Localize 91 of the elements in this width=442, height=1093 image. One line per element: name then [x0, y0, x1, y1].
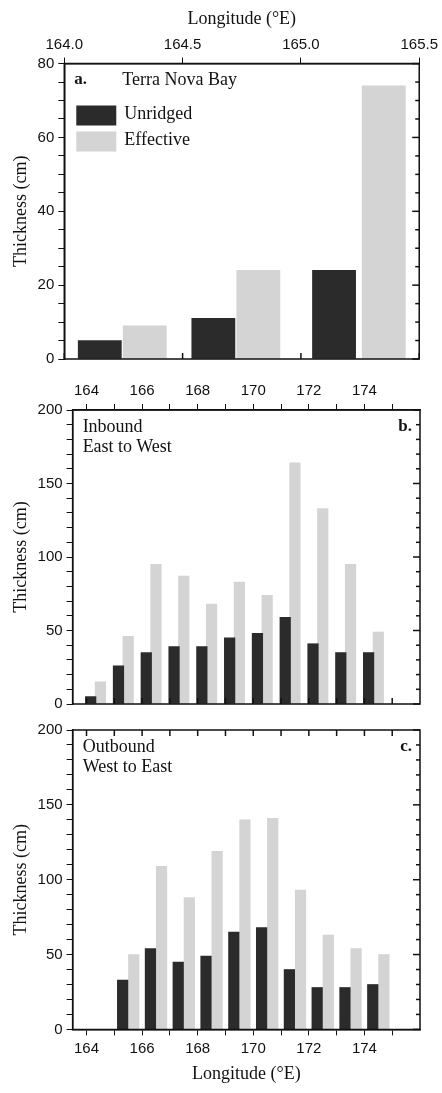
bar [312, 270, 356, 359]
y-tick-label: 20 [37, 275, 55, 293]
bar [335, 652, 347, 704]
bar [279, 616, 291, 704]
bar [350, 948, 362, 1030]
y-tick-label: 200 [37, 400, 63, 418]
x-tick-label: 164 [74, 1038, 100, 1056]
x-tick-label: 168 [185, 381, 211, 399]
x-tick-label: 174 [351, 381, 377, 399]
x-tick-label: 168 [185, 1038, 211, 1056]
y-tick-label: 150 [37, 473, 63, 491]
x-tick-label: 172 [296, 381, 322, 399]
bar [144, 948, 157, 1030]
x-tick-label: 170 [240, 1038, 266, 1056]
bar [140, 652, 152, 704]
bar [183, 897, 195, 1030]
x-tick-label: 174 [351, 1038, 377, 1056]
chart-title: Inbound [82, 415, 143, 436]
bar [322, 934, 334, 1030]
y-tick-label: 200 [37, 720, 63, 738]
bar [168, 646, 180, 704]
y-axis-title: Thickness (cm) [9, 155, 31, 268]
bar [267, 817, 279, 1030]
x-axis-title: Longitude (°E) [191, 1062, 301, 1084]
bar [77, 340, 122, 359]
chart-title: Terra Nova Bay [122, 69, 237, 90]
y-tick-label: 60 [37, 127, 55, 145]
x-tick-label: 164.5 [163, 34, 202, 52]
bar [122, 325, 167, 359]
bar [112, 665, 125, 704]
x-tick-label: 170 [240, 381, 266, 399]
bar [294, 889, 307, 1030]
bar [94, 681, 107, 704]
bar [155, 865, 168, 1030]
annotation: a. [74, 69, 88, 89]
y-tick-label: 80 [37, 53, 55, 71]
bar [239, 819, 251, 1030]
bar [172, 961, 184, 1030]
bar [205, 603, 218, 704]
y-tick-label: 0 [54, 694, 63, 712]
x-tick-label: 165.5 [400, 34, 439, 52]
bar [255, 927, 268, 1030]
text: East to West [82, 435, 172, 456]
bar [283, 969, 295, 1030]
y-tick-label: 0 [54, 1019, 63, 1037]
y-tick-label: 50 [45, 620, 63, 638]
bar [196, 646, 208, 704]
x-tick-label: 164 [74, 381, 100, 399]
annotation: c. [400, 735, 412, 755]
bar [344, 564, 357, 704]
annotation: b. [398, 415, 412, 435]
bar [122, 636, 134, 704]
bar [361, 85, 406, 359]
y-tick-label: 100 [37, 547, 63, 565]
bar [128, 954, 140, 1030]
bar [367, 984, 379, 1030]
bar [372, 631, 384, 704]
bar [211, 850, 223, 1030]
x-tick-label: 166 [129, 1038, 155, 1056]
bar [362, 652, 375, 704]
x-tick-label: 166 [129, 381, 155, 399]
bar [191, 318, 236, 359]
bar [117, 979, 129, 1030]
bar [307, 643, 319, 704]
legend-label: Unridged [124, 103, 193, 124]
y-tick-label: 50 [45, 944, 63, 962]
x-tick-label: 172 [296, 1038, 322, 1056]
y-tick-label: 0 [45, 349, 55, 367]
bar [233, 581, 245, 704]
text: West to East [82, 755, 173, 776]
x-axis-title: Longitude (°E) [187, 7, 297, 29]
x-tick-label: 164.0 [45, 34, 84, 52]
x-tick-label: 165.0 [282, 34, 320, 52]
bar [228, 931, 240, 1030]
bar [311, 987, 323, 1030]
bar [317, 508, 329, 704]
chart-title: Outbound [82, 735, 155, 756]
y-axis-title: Thickness (cm) [9, 501, 31, 613]
y-axis-title: Thickness (cm) [9, 823, 31, 936]
bar [200, 955, 212, 1030]
bar [150, 564, 162, 704]
y-tick-label: 150 [37, 794, 63, 812]
y-tick-label: 40 [37, 201, 55, 219]
bar [378, 954, 390, 1030]
bar [224, 637, 236, 704]
bar [339, 987, 351, 1030]
y-tick-label: 100 [37, 869, 63, 887]
bar [289, 462, 301, 704]
legend-label: Effective [124, 129, 190, 150]
bar [251, 633, 264, 704]
bar [236, 270, 281, 359]
